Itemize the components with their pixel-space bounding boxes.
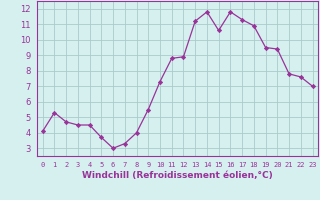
X-axis label: Windchill (Refroidissement éolien,°C): Windchill (Refroidissement éolien,°C) — [82, 171, 273, 180]
